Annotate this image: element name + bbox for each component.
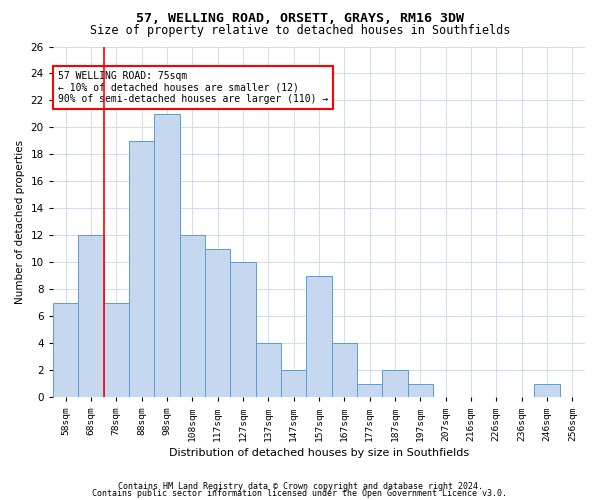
Bar [306, 276, 332, 397]
X-axis label: Distribution of detached houses by size in Southfields: Distribution of detached houses by size … [169, 448, 469, 458]
Text: Contains public sector information licensed under the Open Government Licence v3: Contains public sector information licen… [92, 489, 508, 498]
Bar [104, 302, 129, 397]
Bar [205, 248, 230, 397]
Bar [78, 235, 104, 397]
Text: 57 WELLING ROAD: 75sqm
← 10% of detached houses are smaller (12)
90% of semi-det: 57 WELLING ROAD: 75sqm ← 10% of detached… [58, 71, 328, 104]
Bar [332, 343, 357, 397]
Text: 57, WELLING ROAD, ORSETT, GRAYS, RM16 3DW: 57, WELLING ROAD, ORSETT, GRAYS, RM16 3D… [136, 12, 464, 26]
Y-axis label: Number of detached properties: Number of detached properties [15, 140, 25, 304]
Bar [382, 370, 407, 397]
Bar [230, 262, 256, 397]
Bar [256, 343, 281, 397]
Bar [407, 384, 433, 397]
Text: Size of property relative to detached houses in Southfields: Size of property relative to detached ho… [90, 24, 510, 37]
Bar [357, 384, 382, 397]
Bar [535, 384, 560, 397]
Bar [179, 235, 205, 397]
Bar [129, 141, 154, 397]
Bar [281, 370, 306, 397]
Bar [154, 114, 179, 397]
Text: Contains HM Land Registry data © Crown copyright and database right 2024.: Contains HM Land Registry data © Crown c… [118, 482, 482, 491]
Bar [53, 302, 78, 397]
